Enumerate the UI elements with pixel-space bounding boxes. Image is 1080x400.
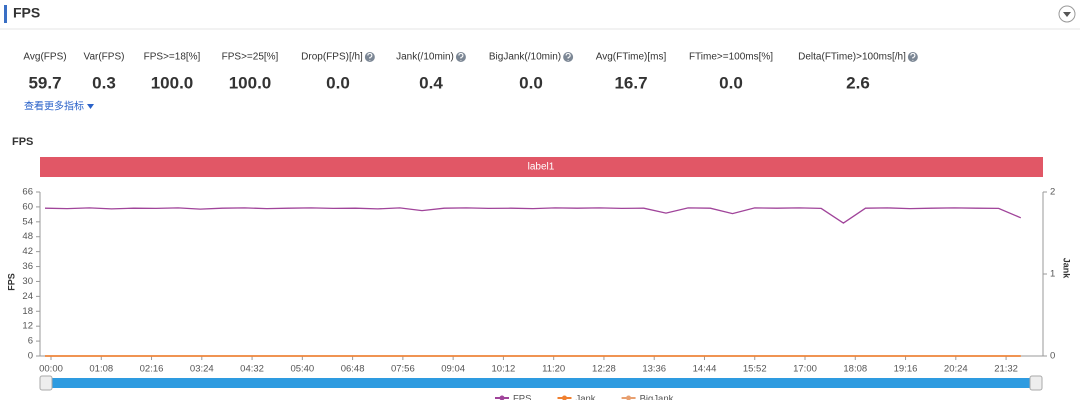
metric-value: 0.0	[719, 73, 743, 92]
x-tick-label: 21:32	[994, 364, 1018, 375]
y-tick-label: 48	[22, 231, 33, 242]
x-tick-label: 06:48	[341, 364, 365, 375]
x-tick-label: 17:00	[793, 364, 817, 375]
metrics: Avg(FPS) 59.7 Var(FPS) 0.3 FPS>=18[%] 100.0 FP…	[23, 52, 918, 92]
metric-label: Avg(FTime)[ms]	[596, 52, 667, 63]
legend-dot	[561, 395, 567, 400]
help-glyph	[458, 52, 464, 61]
x-tick-label: 03:24	[190, 364, 214, 375]
metric-label: Drop(FPS)[/h]	[301, 52, 363, 63]
metric-value: 2.6	[846, 73, 870, 92]
y-tick-label: 24	[22, 291, 33, 302]
y-tick-label: 60	[22, 201, 33, 212]
more-metrics-arrow[interactable]	[87, 104, 94, 109]
help-glyph	[367, 52, 373, 61]
metric-value: 0.0	[326, 73, 350, 92]
x-tick-label: 10:12	[492, 364, 516, 375]
metric-label: FTime>=100ms[%]	[689, 52, 773, 63]
y2-axis-label: Jank	[1062, 258, 1072, 280]
metric-value: 100.0	[151, 73, 194, 92]
chart-title: FPS	[12, 136, 33, 148]
x-tick-label: 19:16	[894, 364, 918, 375]
x-tick-label: 20:24	[944, 364, 968, 375]
legend-label[interactable]: BigJank	[640, 394, 674, 400]
legend-dot	[626, 395, 632, 400]
y-tick-label: 18	[22, 306, 33, 317]
x-tick-label: 09:04	[441, 364, 465, 375]
legend-label[interactable]: FPS	[513, 394, 531, 400]
legend-dot	[499, 395, 505, 400]
scrollbar[interactable]	[39, 375, 1043, 391]
metric-value: 0.0	[519, 73, 543, 92]
label-band	[40, 157, 1043, 177]
x-tick-label: 14:44	[693, 364, 717, 375]
metric-label: FPS>=18[%]	[144, 52, 201, 63]
x-tick-label: 13:36	[642, 364, 666, 375]
x-tick-label: 15:52	[743, 364, 767, 375]
x-tick-label: 04:32	[240, 364, 264, 375]
x-tick-label: 12:28	[592, 364, 616, 375]
x-tick-label: 05:40	[290, 364, 314, 375]
metric-label: Avg(FPS)	[23, 52, 66, 63]
x-tick-label: 18:08	[843, 364, 867, 375]
help-glyph	[910, 52, 916, 61]
metric-label: BigJank(/10min)	[489, 52, 561, 63]
metric-label: Delta(FTime)>100ms[/h]	[798, 52, 906, 63]
series-line	[44, 207, 1022, 224]
x-tick-label: 01:08	[89, 364, 113, 375]
metric-value: 59.7	[28, 73, 61, 92]
x-tick-label: 07:56	[391, 364, 415, 375]
y-axis-label: FPS	[6, 273, 16, 291]
y-tick-label: 54	[22, 216, 33, 227]
y-tick-label: 42	[22, 246, 33, 257]
more-metrics-link[interactable]: 查看更多指标	[24, 100, 84, 113]
x-tick-label: 02:16	[140, 364, 164, 375]
y2-tick-label: 1	[1050, 269, 1055, 280]
metric-value: 0.3	[92, 73, 116, 92]
metric-label: Jank(/10min)	[396, 52, 454, 63]
y2-tick-label: 0	[1050, 351, 1055, 362]
metric-value: 0.4	[419, 73, 443, 92]
metric-label: FPS>=25[%]	[222, 52, 279, 63]
help-glyph	[565, 52, 571, 61]
y-tick-label: 6	[28, 336, 33, 347]
y-tick-label: 66	[22, 187, 33, 198]
y-tick-label: 12	[22, 321, 33, 332]
y-tick-label: 0	[28, 351, 33, 362]
y2-tick-label: 2	[1050, 187, 1055, 198]
legend-label[interactable]: Jank	[575, 394, 595, 400]
collapse-button[interactable]	[1058, 5, 1076, 23]
y-tick-label: 36	[22, 261, 33, 272]
panel-title: FPS	[13, 5, 40, 21]
header-accent	[4, 5, 7, 23]
metric-label: Var(FPS)	[84, 52, 125, 63]
y-tick-label: 30	[22, 276, 33, 287]
metric-value: 16.7	[614, 73, 647, 92]
x-tick-label: 00:00	[39, 364, 63, 375]
x-tick-label: 11:20	[542, 364, 565, 375]
label-band-text: label1	[528, 162, 555, 173]
metric-value: 100.0	[229, 73, 272, 92]
